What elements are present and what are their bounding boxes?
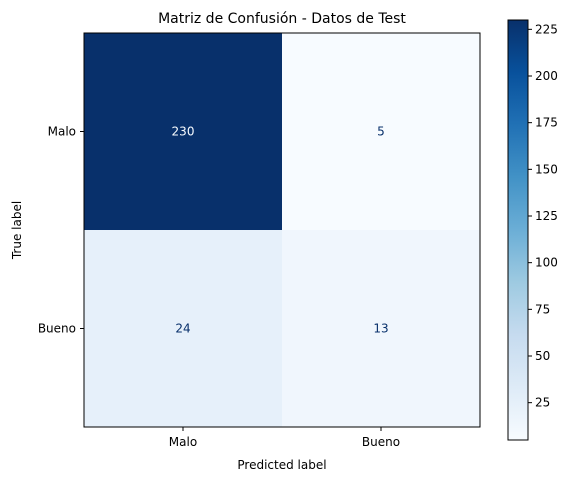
colorbar-tick-label: 50 <box>535 349 550 363</box>
x-tick-label: Malo <box>169 435 197 449</box>
y-tick-label: Bueno <box>38 322 76 336</box>
colorbar-tick-label: 25 <box>535 396 550 410</box>
plot-frame <box>83 32 481 428</box>
chart-title: Matriz de Confusión - Datos de Test <box>158 11 406 27</box>
cell-value-label: 13 <box>373 322 388 336</box>
x-tick-label: Bueno <box>362 435 400 449</box>
colorbar-tick-label: 125 <box>535 209 558 223</box>
heatmap-cells: 230 5 24 13 <box>84 33 480 427</box>
x-axis-ticks: Malo Bueno <box>169 427 400 449</box>
x-axis-label: Predicted label <box>237 458 326 472</box>
colorbar-tick-label: 75 <box>535 302 550 316</box>
y-tick-label: Malo <box>48 125 76 139</box>
y-axis-label: True label <box>10 201 24 260</box>
colorbar-tick-label: 225 <box>535 22 558 36</box>
colorbar-tick-label: 200 <box>535 69 558 83</box>
colorbar-tick-label: 150 <box>535 162 558 176</box>
colorbar-tick-label: 175 <box>535 116 558 130</box>
cell-value-label: 24 <box>175 322 190 336</box>
cell-value-label: 5 <box>377 125 385 139</box>
colorbar <box>507 19 529 441</box>
heatmap-cell <box>282 230 480 427</box>
colorbar-tick-label: 100 <box>535 256 558 270</box>
y-axis-ticks: Malo Bueno <box>38 125 84 336</box>
cell-value-label: 230 <box>172 125 195 139</box>
colorbar-ticks: 25 50 75 100 125 150 175 200 225 <box>528 22 558 410</box>
heatmap-cell <box>84 33 282 230</box>
heatmap-cell <box>84 230 282 427</box>
heatmap-cell <box>282 33 480 230</box>
